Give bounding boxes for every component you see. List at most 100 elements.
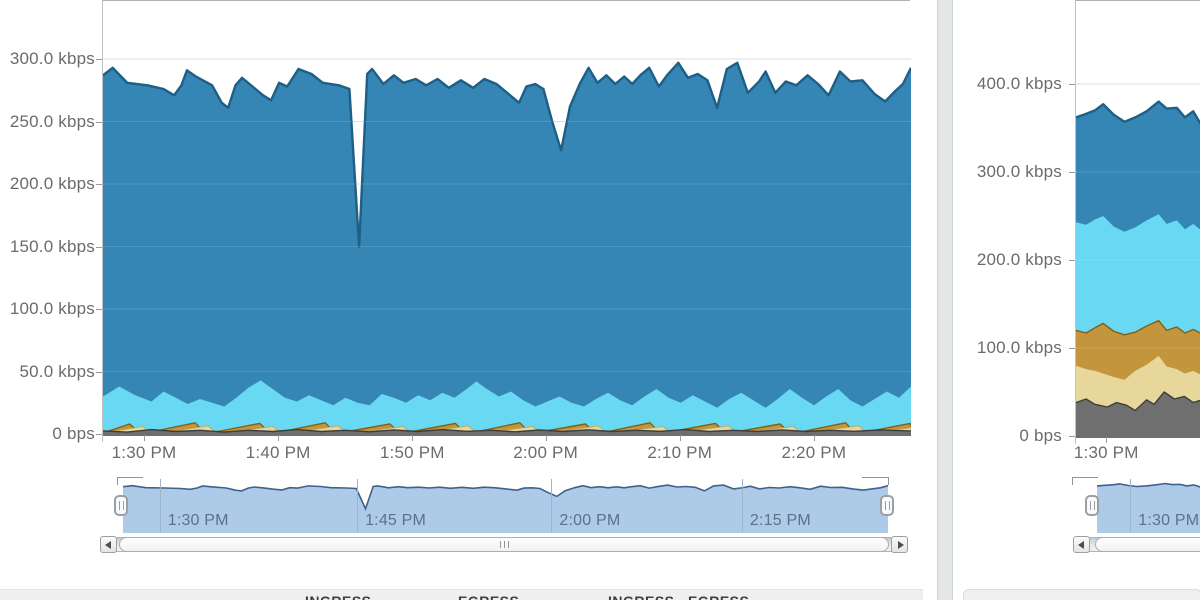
scrollbar-right-button[interactable] <box>891 536 908 553</box>
x-axis-label: 1:30 PM <box>111 443 177 462</box>
y-axis-label: 0 bps <box>52 424 95 443</box>
area-series-gray <box>103 429 911 436</box>
left-arrow-icon <box>1078 541 1084 549</box>
panel-divider <box>937 0 953 600</box>
area-series-ochre <box>103 422 911 436</box>
x-axis-tick <box>412 435 414 441</box>
brush-fill[interactable] <box>1097 483 1200 534</box>
area-outline-total-dark-blue <box>103 61 911 248</box>
y-axis-tick <box>1069 172 1075 173</box>
brush-handle-left[interactable] <box>1085 495 1099 516</box>
legend-header-ingress-2: INGRESS <box>608 593 675 600</box>
area-outline-gray <box>103 428 911 433</box>
brush-gridline <box>159 479 161 532</box>
scrollbar-thumb-grip <box>508 541 509 548</box>
brush-fill[interactable] <box>123 485 888 533</box>
brush-time-label: 1:30 PM <box>1138 512 1200 529</box>
y-axis-tick <box>96 59 102 60</box>
scrollbar-thumb[interactable] <box>119 537 889 552</box>
legend-header-egress-2: EGRESS <box>688 593 749 600</box>
brush-selection[interactable] <box>1097 477 1200 533</box>
area-outline-total-dark-blue <box>1076 100 1200 126</box>
brush-gridline <box>357 479 359 532</box>
brush-time-label: 2:15 PM <box>749 512 811 529</box>
brush-extent-mark <box>888 477 889 485</box>
x-axis-tick <box>1106 437 1108 443</box>
legend-header-egress-1: EGRESS <box>458 593 519 600</box>
brush-extent-mark <box>1072 477 1073 485</box>
x-axis-tick <box>144 435 146 441</box>
brush-mini-chart[interactable] <box>123 477 888 533</box>
y-axis-tick <box>1069 436 1075 437</box>
area-outline-gray <box>1076 391 1200 412</box>
x-axis-tick <box>545 435 547 441</box>
brush-time-label: 2:00 PM <box>559 512 621 529</box>
y-axis-label: 100.0 kbps <box>9 299 95 318</box>
plot-top-border <box>102 0 910 1</box>
y-axis-line <box>1075 0 1076 444</box>
area-series-gray <box>1076 392 1200 438</box>
y-axis-label: 150.0 kbps <box>9 236 95 256</box>
y-axis-label: 250.0 kbps <box>9 111 95 131</box>
x-axis-tick <box>278 435 280 441</box>
scrollbar-left-button[interactable] <box>1073 536 1090 553</box>
x-axis-label: 2:20 PM <box>781 443 847 462</box>
scrollbar-left-button[interactable] <box>100 536 117 553</box>
right-arrow-icon <box>898 541 904 549</box>
scrollbar-track[interactable] <box>100 537 908 552</box>
y-axis-tick <box>96 246 102 248</box>
plot-area <box>103 0 911 441</box>
x-axis-label: 2:10 PM <box>647 443 713 462</box>
y-axis-tick <box>1069 84 1075 85</box>
handle-grip-line <box>1090 501 1091 510</box>
brush-handle-right[interactable] <box>880 495 894 516</box>
y-axis-tick <box>1069 348 1075 349</box>
legend-bar-right <box>963 589 1200 600</box>
left-arrow-icon <box>105 541 111 549</box>
area-series-cyan <box>103 380 911 436</box>
brush-time-label: 1:30 PM <box>167 512 229 529</box>
brush-time-label: 1:45 PM <box>365 512 427 529</box>
y-axis-line <box>102 0 103 442</box>
plot-top-border <box>1075 0 1200 1</box>
handle-grip-line <box>1094 501 1095 510</box>
area-outline-ochre <box>103 422 911 434</box>
handle-grip-line <box>119 501 120 510</box>
plot-area <box>1076 0 1200 441</box>
brush-mini-chart[interactable] <box>1097 477 1200 533</box>
brush-handle-left[interactable] <box>114 495 128 516</box>
brush-extent-mark <box>117 477 118 485</box>
legend-header-ingress-1: INGRESS <box>305 593 372 600</box>
y-axis-tick <box>96 121 102 123</box>
brush-extent-mark <box>1072 477 1098 478</box>
legend-bar-left: INGRESS EGRESS INGRESS EGRESS <box>0 589 923 600</box>
area-outline-tan <box>103 425 911 434</box>
area-outline-ochre <box>1076 320 1200 336</box>
scrollbar-thumb-grip <box>504 541 505 548</box>
scrollbar-thumb[interactable] <box>1095 537 1200 552</box>
x-axis-tick <box>679 435 681 441</box>
x-axis-label: 1:50 PM <box>379 443 445 462</box>
x-axis-label: 1:40 PM <box>245 443 311 462</box>
handle-grip-line <box>885 501 886 510</box>
x-axis-label: 1:30 PM <box>1073 443 1139 462</box>
y-axis-label: 50.0 kbps <box>19 361 95 381</box>
stacked-area-chart <box>103 58 911 437</box>
brush-gridline <box>1130 479 1132 532</box>
handle-grip-line <box>889 501 890 510</box>
brush-gridline <box>551 479 553 532</box>
brush-selection[interactable] <box>123 477 888 533</box>
y-axis-label: 300.0 kbps <box>9 49 95 68</box>
brush-line <box>123 484 888 511</box>
y-axis-label: 200.0 kbps <box>9 174 95 193</box>
brush-gridline <box>741 479 743 532</box>
area-series-total-dark-blue <box>103 62 911 437</box>
y-axis-tick <box>1069 260 1075 261</box>
brush-extent-mark <box>862 477 888 478</box>
stacked-area-chart <box>1076 83 1200 438</box>
scrollbar-track[interactable] <box>1073 537 1200 552</box>
area-series-tan <box>103 425 911 436</box>
